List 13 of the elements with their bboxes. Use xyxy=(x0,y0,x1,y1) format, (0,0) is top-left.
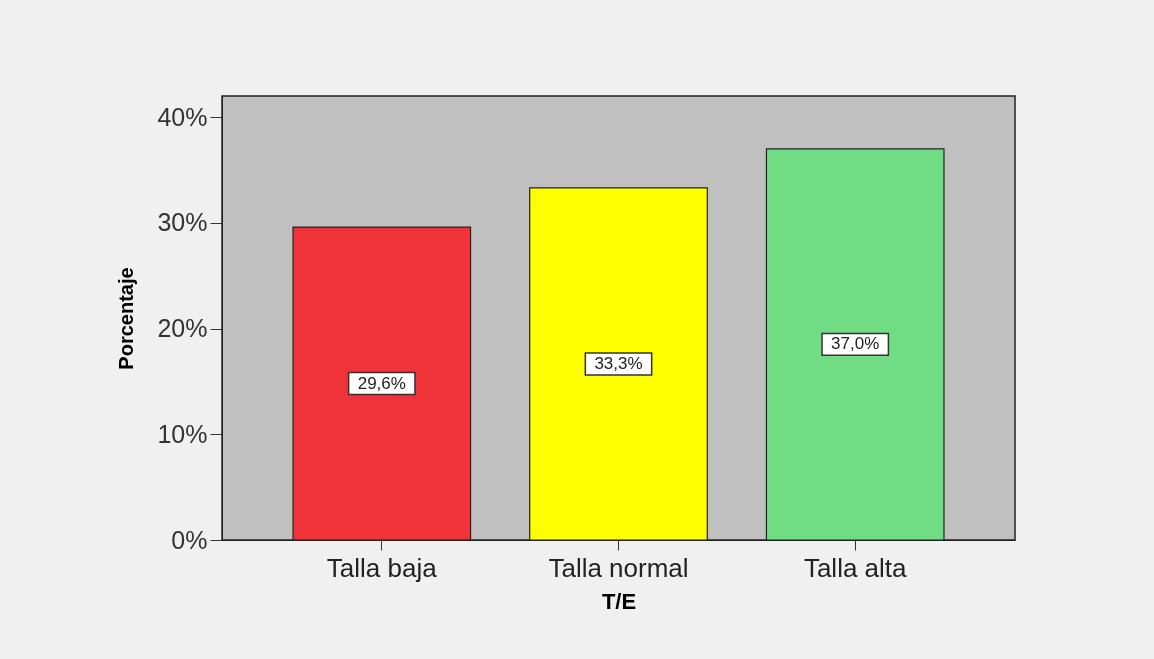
y-tick-label: 40% xyxy=(157,102,208,131)
data-label: 37,0% xyxy=(831,334,880,354)
x-tick-label: Talla alta xyxy=(803,552,908,583)
y-tick-label: 0% xyxy=(171,525,208,554)
y-tick-label: 20% xyxy=(157,314,208,343)
x-tick-label: Talla normal xyxy=(548,552,689,583)
y-tick-label: 10% xyxy=(157,419,208,448)
data-label: 33,3% xyxy=(594,353,643,373)
y-tick-label: 30% xyxy=(157,208,208,237)
data-label: 29,6% xyxy=(357,373,406,393)
x-axis-title: T/E xyxy=(601,588,637,614)
x-tick-label: Talla baja xyxy=(326,552,438,583)
y-axis-title: Porcentaje xyxy=(115,267,138,370)
